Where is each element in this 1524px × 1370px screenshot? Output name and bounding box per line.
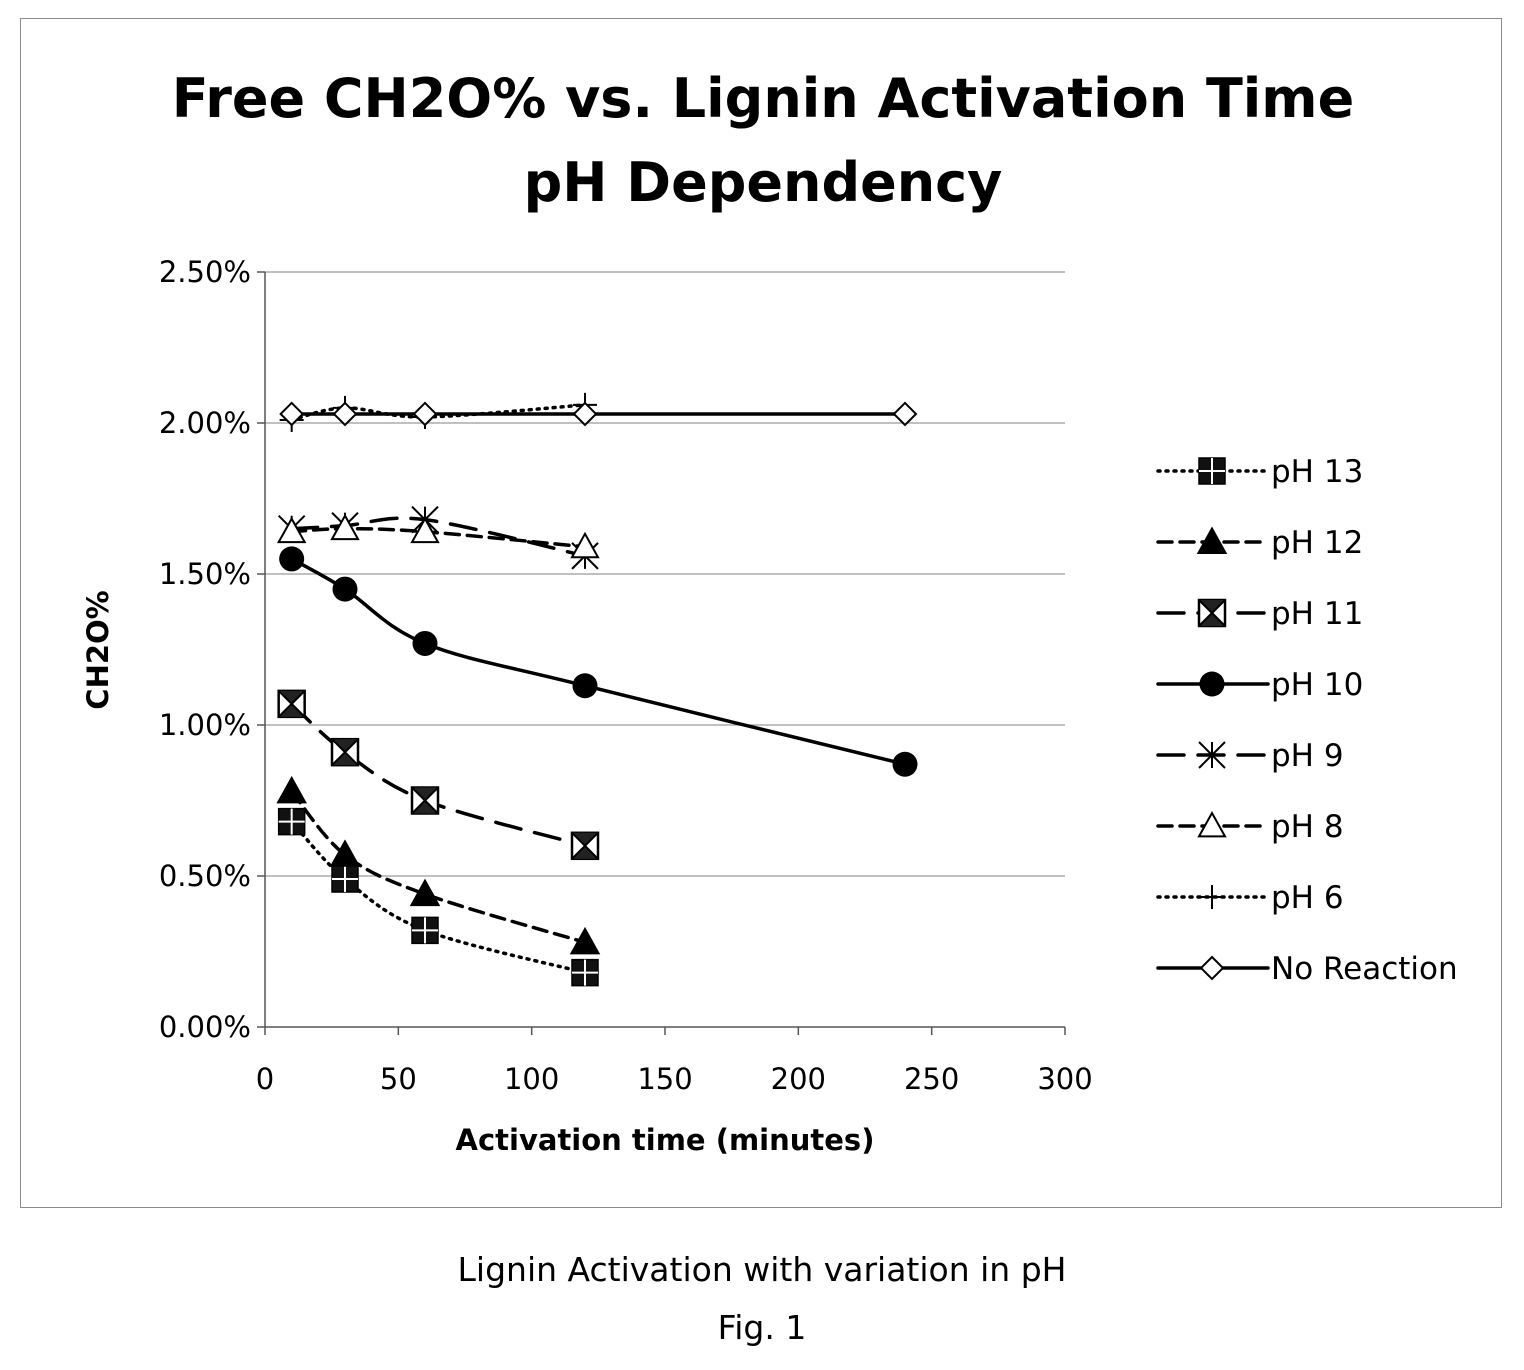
data-point-ph-10 <box>413 631 438 656</box>
chart-subtitle: pH Dependency <box>524 151 1003 214</box>
data-point-ph-10 <box>893 752 918 777</box>
marker-shape <box>333 577 358 602</box>
legend-marker <box>1200 672 1225 697</box>
data-point-ph-10 <box>279 546 304 571</box>
marker-shape <box>414 403 436 425</box>
marker-shape <box>894 403 916 425</box>
legend-marker <box>1199 600 1225 626</box>
axes <box>257 272 1065 1035</box>
data-point-ph-12 <box>411 880 439 905</box>
data-point-no-reaction <box>281 403 303 425</box>
marker-shape <box>413 631 438 656</box>
legend-item-ph-12: pH 12 <box>1158 525 1363 561</box>
marker-shape <box>1201 957 1223 979</box>
x-tick-label: 100 <box>504 1062 559 1096</box>
chart-title: Free CH2O% vs. Lignin Activation Time <box>172 67 1354 130</box>
tick-labels: 0.00% 0.50% 1.00% 1.50% 2.00% 2.50% 0 50 100 150 2… <box>159 255 1093 1096</box>
x-axis-title: Activation time (minutes) <box>456 1123 875 1157</box>
x-tick-label: 200 <box>771 1062 826 1096</box>
marker-shape <box>281 403 303 425</box>
y-tick-label: 1.00% <box>159 708 251 742</box>
legend-label: pH 6 <box>1271 880 1344 916</box>
legend-item-ph-10: pH 10 <box>1158 667 1363 703</box>
data-point-ph-11 <box>332 739 358 765</box>
legend: pH 13 pH 12 pH 11 pH 10 pH 9 pH 8 pH 6 No React… <box>1158 454 1458 987</box>
y-tick-label: 1.50% <box>159 557 251 591</box>
data-point-ph-12 <box>278 777 306 802</box>
legend-marker <box>1201 957 1223 979</box>
series-ph-9 <box>279 507 598 569</box>
y-axis-title: CH2O% <box>81 590 115 709</box>
data-point-ph-13 <box>332 866 358 892</box>
series-layer <box>278 393 918 986</box>
data-point-ph-11 <box>279 691 305 717</box>
legend-item-ph-6: pH 6 <box>1158 880 1344 916</box>
figure-caption: Lignin Activation with variation in pH <box>0 1250 1524 1289</box>
marker-shape <box>573 673 598 698</box>
figure-number: Fig. 1 <box>0 1308 1524 1347</box>
chart-frame: Free CH2O% vs. Lignin Activation Time pH… <box>20 18 1502 1208</box>
marker-shape <box>1200 672 1225 697</box>
y-tick-label: 0.00% <box>159 1010 251 1044</box>
y-tick-label: 2.00% <box>159 406 251 440</box>
marker-shape <box>411 880 439 905</box>
x-tick-label: 50 <box>380 1062 417 1096</box>
legend-item-no-reaction: No Reaction <box>1158 951 1458 987</box>
legend-label: pH 11 <box>1271 596 1363 632</box>
legend-label: pH 8 <box>1271 809 1344 845</box>
grid-lines <box>265 272 1065 876</box>
data-point-ph-10 <box>573 673 598 698</box>
x-tick-label: 0 <box>256 1062 274 1096</box>
x-tick-label: 150 <box>637 1062 692 1096</box>
legend-item-ph-9: pH 9 <box>1158 738 1344 774</box>
legend-label: pH 10 <box>1271 667 1363 703</box>
marker-shape <box>334 403 356 425</box>
legend-label: pH 9 <box>1271 738 1344 774</box>
data-point-ph-11 <box>412 788 438 814</box>
marker-shape <box>893 752 918 777</box>
data-point-ph-13 <box>412 917 438 943</box>
legend-label: pH 13 <box>1271 454 1363 490</box>
series-line-ph-10 <box>292 559 905 764</box>
data-point-ph-13 <box>572 960 598 986</box>
series-ph-10 <box>279 546 917 776</box>
chart-svg: Free CH2O% vs. Lignin Activation Time pH… <box>21 19 1503 1209</box>
x-tick-label: 250 <box>904 1062 959 1096</box>
legend-marker <box>1200 885 1224 909</box>
marker-shape <box>279 546 304 571</box>
x-tick-label: 300 <box>1037 1062 1092 1096</box>
legend-marker <box>1199 458 1225 484</box>
series-ph-11 <box>279 691 598 859</box>
series-no-reaction <box>281 403 916 425</box>
data-point-ph-11 <box>572 833 598 859</box>
legend-label: No Reaction <box>1271 951 1458 987</box>
legend-item-ph-13: pH 13 <box>1158 454 1363 490</box>
data-point-no-reaction <box>894 403 916 425</box>
marker-shape <box>278 777 306 802</box>
legend-item-ph-11: pH 11 <box>1158 596 1363 632</box>
data-point-no-reaction <box>334 403 356 425</box>
legend-label: pH 12 <box>1271 525 1363 561</box>
data-point-ph-10 <box>333 577 358 602</box>
legend-item-ph-8: pH 8 <box>1158 809 1344 845</box>
data-point-no-reaction <box>414 403 436 425</box>
data-point-ph-13 <box>279 809 305 835</box>
y-tick-label: 0.50% <box>159 859 251 893</box>
y-tick-label: 2.50% <box>159 255 251 289</box>
